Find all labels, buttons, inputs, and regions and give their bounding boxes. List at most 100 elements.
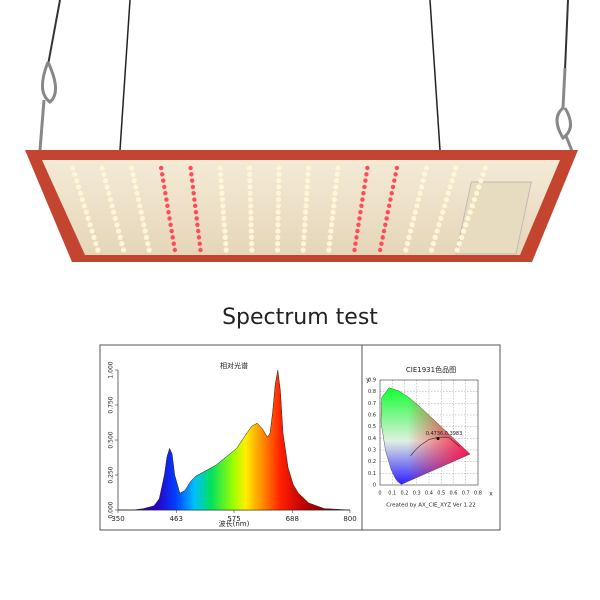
led (81, 203, 87, 209)
led (482, 165, 488, 171)
led (146, 247, 152, 253)
led (143, 234, 150, 240)
led (329, 215, 335, 222)
led (247, 203, 254, 209)
led (276, 165, 282, 171)
led (247, 171, 253, 177)
y-tick-label: 0.2 (368, 459, 376, 465)
led (223, 247, 229, 253)
led (377, 247, 383, 253)
led (305, 171, 311, 177)
led (447, 184, 453, 190)
led (275, 228, 281, 234)
led (409, 222, 415, 228)
led (275, 203, 281, 209)
led (138, 209, 144, 215)
led (305, 178, 311, 184)
led (360, 197, 365, 202)
led (432, 234, 438, 240)
led (440, 209, 446, 215)
led (394, 165, 400, 171)
heading: Spectrum test (222, 305, 378, 330)
x-tick-label: 0.8 (474, 491, 482, 497)
led (422, 171, 428, 177)
led (91, 234, 97, 240)
led (404, 241, 411, 247)
led (190, 184, 196, 190)
led (73, 178, 80, 184)
y-tick-label: 0.4 (368, 436, 376, 442)
led (303, 209, 309, 215)
led (115, 228, 122, 234)
spectrum-title: 相对光谱 (220, 361, 248, 370)
led (383, 222, 388, 227)
led (480, 171, 486, 177)
point-label: 0.4736,0.3983 (426, 431, 463, 437)
led (111, 209, 117, 215)
led (171, 241, 176, 246)
led (380, 235, 385, 240)
led (474, 190, 480, 196)
led (434, 228, 440, 234)
gamut-red (380, 387, 471, 485)
led (189, 178, 195, 183)
x-tick-label: 688 (286, 515, 299, 523)
x-tick-label: 463 (170, 515, 183, 523)
led (275, 215, 281, 222)
led (170, 235, 175, 240)
led (195, 222, 200, 227)
led (357, 216, 362, 221)
led (104, 184, 110, 190)
y-tick-label: 0.750 (108, 396, 115, 413)
led (189, 172, 194, 177)
led (141, 222, 147, 228)
led (303, 196, 310, 203)
led (120, 247, 127, 253)
led (87, 222, 93, 228)
y-tick-label: 0.1 (368, 471, 376, 477)
led (193, 209, 199, 215)
led (364, 172, 369, 177)
led (463, 222, 469, 228)
led (95, 247, 101, 253)
x-tick-label: 0.6 (450, 491, 458, 497)
led (436, 222, 442, 228)
led (117, 234, 123, 240)
led (196, 235, 202, 240)
y-tick-label: 0.8 (368, 389, 376, 395)
led (77, 190, 84, 196)
led (158, 165, 164, 171)
x-tick-label: 0.4 (425, 491, 433, 497)
led (142, 228, 148, 234)
led (220, 209, 226, 215)
x-tick-label: 0.2 (401, 491, 409, 497)
led (276, 178, 282, 184)
led (329, 222, 335, 228)
led (248, 215, 254, 222)
led (353, 241, 358, 246)
led (423, 165, 429, 171)
led (456, 241, 462, 247)
led (217, 165, 223, 171)
led (93, 241, 99, 247)
led (247, 196, 254, 203)
led (419, 184, 425, 190)
spectrum-area (118, 369, 351, 511)
led (305, 165, 312, 171)
led (332, 190, 338, 196)
led (162, 184, 167, 190)
led (159, 172, 165, 177)
x-tick-label: 800 (343, 515, 356, 523)
led (198, 247, 203, 253)
led (417, 190, 423, 196)
led (196, 228, 201, 234)
x-tick-label: 0.3 (413, 491, 421, 497)
led (101, 171, 107, 177)
led (197, 241, 202, 246)
led (412, 209, 418, 215)
led (301, 228, 307, 234)
led (70, 165, 76, 171)
led (363, 178, 368, 183)
led (75, 184, 82, 190)
